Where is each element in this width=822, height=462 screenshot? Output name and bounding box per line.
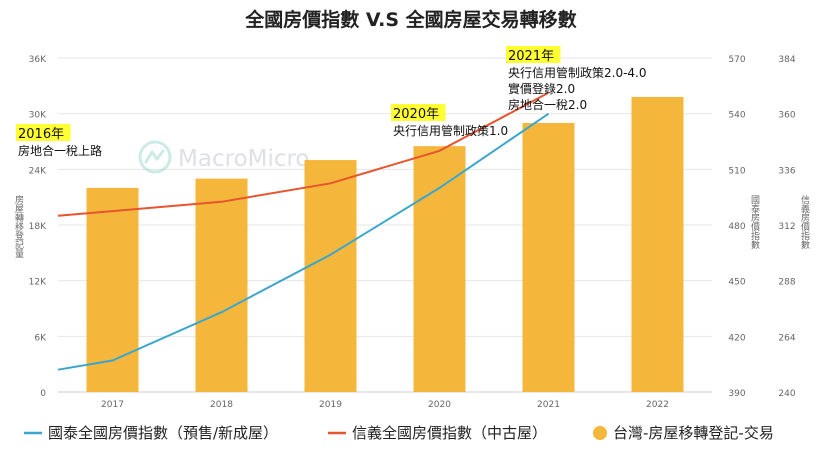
bar-transfer-volume xyxy=(522,122,575,392)
bar-series xyxy=(86,96,684,392)
annotation-text: 房地合一稅上路 xyxy=(18,143,102,158)
legend-label-transfer: 台灣-房屋移轉登記-交易 xyxy=(613,424,774,442)
x-axis-tick-label: 2019 xyxy=(319,400,342,410)
left-axis-tick-label: 0 xyxy=(40,389,46,399)
watermark: MacroMicro xyxy=(138,140,310,174)
annotation-text: 央行信用管制政策1.0 xyxy=(393,123,508,138)
bar-transfer-volume xyxy=(86,187,139,392)
annotation-highlight xyxy=(16,124,71,141)
left-axis-tick-label: 6K xyxy=(34,333,47,343)
legend-dot-transfer-icon xyxy=(593,426,607,440)
right-axis-2-tick-label: 288 xyxy=(778,278,795,288)
right-axis-2-tick-label: 264 xyxy=(778,333,795,343)
annotation-text: 央行信用管制政策2.0-4.0 xyxy=(508,65,647,80)
right-axis-1-tick-label: 450 xyxy=(728,278,745,288)
right-axis-2-title: 信義房價指數 xyxy=(799,194,810,250)
legend: 國泰全國房價指數（預售/新成屋） 信義全國房價指數（中古屋） 台灣-房屋移轉登記-交… xyxy=(24,424,774,442)
annotation-highlight xyxy=(391,104,446,121)
legend-label-cathay: 國泰全國房價指數（預售/新成屋） xyxy=(48,424,278,442)
watermark-logo-icon xyxy=(138,140,172,174)
x-axis-tick-label: 2021 xyxy=(537,400,560,410)
left-axis-tick-label: 24K xyxy=(29,166,47,176)
left-axis-tick-label: 18K xyxy=(29,222,47,232)
x-axis-tick-label: 2022 xyxy=(646,400,669,410)
bar-transfer-volume xyxy=(195,178,248,392)
right-axis-1-tick-label: 420 xyxy=(728,333,745,343)
left-axis-tick-label: 12K xyxy=(29,278,47,288)
left-axis-tick-label: 30K xyxy=(29,111,47,121)
right-axis-2-tick-label: 360 xyxy=(778,111,795,121)
annotation-text: 實價登錄2.0 xyxy=(508,81,575,96)
watermark-text: MacroMicro xyxy=(178,146,310,172)
right-axis-1-title: 國泰房價指數 xyxy=(749,195,760,250)
x-axis-tick-label: 2017 xyxy=(101,400,124,410)
annotation-highlight xyxy=(506,46,561,63)
right-axis-1-tick-label: 570 xyxy=(728,55,745,65)
left-axis-title: 房屋轉移登記量 xyxy=(13,194,24,258)
chart-title: 全國房價指數 V.S 全國房屋交易轉移數 xyxy=(244,8,576,31)
right-axis-1-tick-label: 510 xyxy=(728,166,745,176)
bar-transfer-volume xyxy=(631,96,684,392)
right-axis-1-tick-label: 390 xyxy=(728,389,745,399)
bar-transfer-volume xyxy=(304,160,357,392)
line-series xyxy=(57,91,550,371)
right-axis-1-tick-label: 540 xyxy=(728,111,745,121)
watermark-logo-mark xyxy=(144,149,165,164)
x-axis-tick-label: 2020 xyxy=(428,400,451,410)
annotation-year: 2020年 xyxy=(393,107,439,122)
right-axis-2-tick-label: 240 xyxy=(778,389,795,399)
right-axis-2-tick-label: 336 xyxy=(778,166,795,176)
left-axis-tick-label: 36K xyxy=(29,55,47,65)
legend-label-sinyi: 信義全國房價指數（中古屋） xyxy=(352,424,547,442)
annotation-year: 2016年 xyxy=(18,127,64,142)
x-axis-tick-label: 2018 xyxy=(210,400,233,410)
right-axis-2-tick-label: 384 xyxy=(778,55,795,65)
right-axis-1-tick-label: 480 xyxy=(728,222,745,232)
annotation-year: 2021年 xyxy=(508,49,554,64)
line-sinyi-index xyxy=(57,91,549,217)
right-axis-2-tick-label: 312 xyxy=(778,222,795,232)
annotation-text: 房地合一稅2.0 xyxy=(508,97,587,112)
line-cathay-index xyxy=(57,112,550,371)
axes: 0 6K 12K 18K 24K 30K 36K 390 420 450 480 510 540 570 2… xyxy=(13,55,810,410)
bar-transfer-volume xyxy=(413,146,466,392)
